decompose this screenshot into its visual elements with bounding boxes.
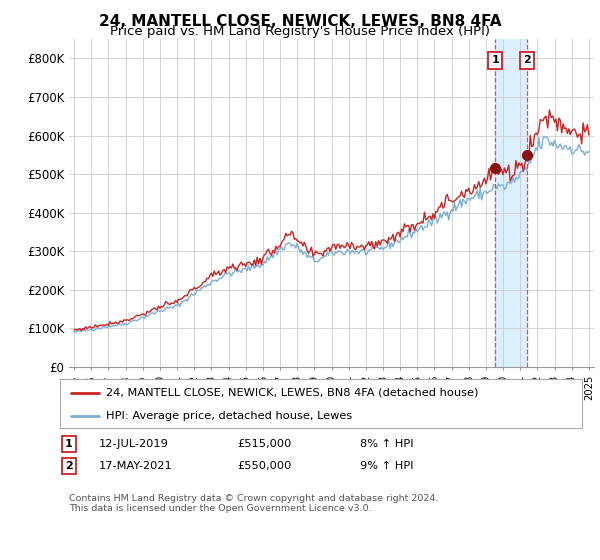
Text: 2: 2 [65,461,73,471]
Text: 9% ↑ HPI: 9% ↑ HPI [360,461,413,471]
Text: 17-MAY-2021: 17-MAY-2021 [99,461,173,471]
Bar [495,39,527,367]
Text: Price paid vs. HM Land Registry's House Price Index (HPI): Price paid vs. HM Land Registry's House … [110,25,490,38]
Text: 24, MANTELL CLOSE, NEWICK, LEWES, BN8 4FA (detached house): 24, MANTELL CLOSE, NEWICK, LEWES, BN8 4F… [106,388,478,398]
Text: 1: 1 [491,55,499,66]
Text: 2: 2 [523,55,530,66]
Text: 8% ↑ HPI: 8% ↑ HPI [360,439,413,449]
Text: Contains HM Land Registry data © Crown copyright and database right 2024.
This d: Contains HM Land Registry data © Crown c… [69,494,439,514]
Text: 12-JUL-2019: 12-JUL-2019 [99,439,169,449]
Text: HPI: Average price, detached house, Lewes: HPI: Average price, detached house, Lewe… [106,411,352,421]
Text: £550,000: £550,000 [237,461,292,471]
Text: £515,000: £515,000 [237,439,292,449]
Text: 1: 1 [65,439,73,449]
Text: 24, MANTELL CLOSE, NEWICK, LEWES, BN8 4FA: 24, MANTELL CLOSE, NEWICK, LEWES, BN8 4F… [99,14,501,29]
